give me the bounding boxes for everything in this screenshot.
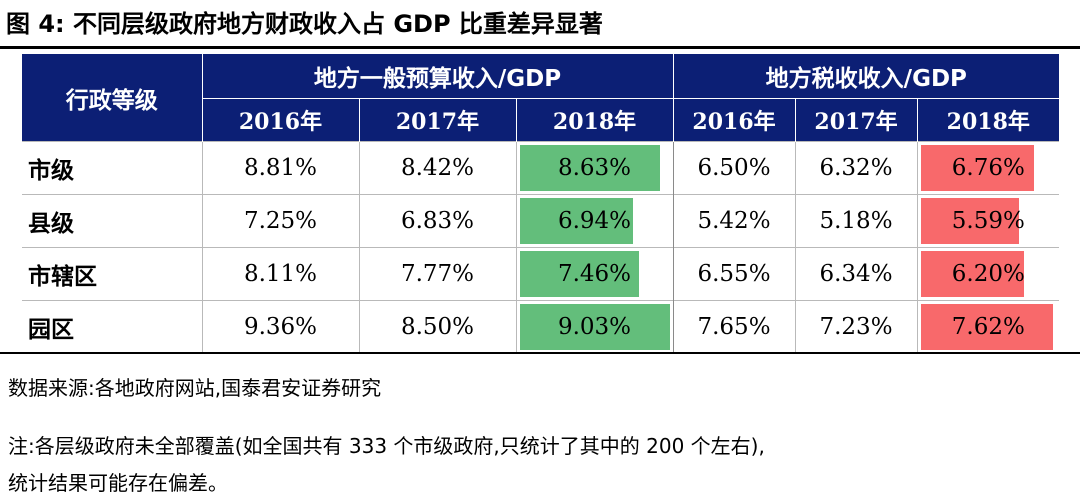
bar-value: 6.76%	[951, 155, 1025, 181]
level-header: 行政等级	[22, 54, 202, 142]
bar-value: 8.63%	[557, 155, 632, 181]
cell-value: 8.42%	[358, 141, 516, 195]
cell-value: 8.81%	[201, 141, 359, 195]
bar-value: 6.20%	[951, 261, 1025, 287]
year-header: 2016年	[672, 98, 796, 142]
cell-value-bar: 5.59%	[916, 194, 1060, 248]
bar-value: 5.59%	[951, 208, 1025, 234]
cell-value: 6.83%	[358, 194, 516, 248]
row-level: 市辖区	[22, 247, 202, 301]
group-header-budget: 地方一般预算收入/GDP	[201, 54, 674, 99]
footnote-line-2: 统计结果可能存在偏差。	[8, 471, 228, 495]
row-level: 市级	[22, 141, 202, 195]
bar-value: 9.03%	[557, 314, 632, 340]
cell-value: 9.36%	[201, 300, 359, 354]
row-level: 园区	[22, 300, 202, 354]
figure-title: 图 4: 不同层级政府地方财政收入占 GDP 比重差异显著	[6, 10, 603, 38]
year-header: 2017年	[358, 98, 516, 142]
cell-value: 7.25%	[201, 194, 359, 248]
year-header: 2018年	[916, 98, 1060, 142]
footnote-line-1: 注:各层级政府未全部覆盖(如全国共有 333 个市级政府,只统计了其中的 200…	[8, 434, 765, 458]
cell-value: 7.77%	[358, 247, 516, 301]
bar-value: 7.62%	[951, 314, 1025, 340]
cell-value: 5.42%	[672, 194, 796, 248]
data-bar-green	[519, 304, 670, 350]
bottom-rule	[0, 352, 1080, 354]
cell-value: 7.23%	[794, 300, 918, 354]
data-bar-green	[519, 251, 639, 297]
cell-value-bar: 7.62%	[916, 300, 1060, 354]
group-header-tax: 地方税收收入/GDP	[672, 54, 1060, 99]
data-table: 行政等级 地方一般预算收入/GDP 地方税收收入/GDP 2016年 2017年…	[22, 54, 1060, 354]
table-row: 园区 9.36% 8.50% 9.03% 7.65% 7.23% 7.62%	[22, 300, 1060, 354]
year-header: 2016年	[201, 98, 359, 142]
cell-value-bar: 6.20%	[916, 247, 1060, 301]
cell-value: 5.18%	[794, 194, 918, 248]
cell-value: 7.65%	[672, 300, 796, 354]
data-bar-red	[920, 145, 1034, 191]
bar-value: 6.94%	[557, 208, 632, 234]
cell-value: 6.55%	[672, 247, 796, 301]
cell-value-bar: 6.94%	[515, 194, 674, 248]
cell-value: 8.50%	[358, 300, 516, 354]
year-header: 2017年	[794, 98, 918, 142]
table-row: 市辖区 8.11% 7.77% 7.46% 6.55% 6.34% 6.20%	[22, 247, 1060, 301]
cell-value: 6.32%	[794, 141, 918, 195]
cell-value: 6.50%	[672, 141, 796, 195]
cell-value-bar: 9.03%	[515, 300, 674, 354]
bar-value: 7.46%	[557, 261, 632, 287]
data-bar-green	[519, 198, 633, 244]
title-rule	[0, 46, 1080, 49]
cell-value-bar: 8.63%	[515, 141, 674, 195]
cell-value: 8.11%	[201, 247, 359, 301]
table-row: 市级 8.81% 8.42% 8.63% 6.50% 6.32% 6.76%	[22, 141, 1060, 195]
table-row: 县级 7.25% 6.83% 6.94% 5.42% 5.18% 5.59%	[22, 194, 1060, 248]
row-level: 县级	[22, 194, 202, 248]
data-bar-green	[519, 145, 660, 191]
source-note: 数据来源:各地政府网站,国泰君安证券研究	[8, 376, 382, 400]
cell-value-bar: 6.76%	[916, 141, 1060, 195]
data-bar-red	[920, 198, 1019, 244]
cell-value: 6.34%	[794, 247, 918, 301]
data-bar-red	[920, 304, 1053, 350]
cell-value-bar: 7.46%	[515, 247, 674, 301]
year-header: 2018年	[515, 98, 674, 142]
data-bar-red	[920, 251, 1024, 297]
